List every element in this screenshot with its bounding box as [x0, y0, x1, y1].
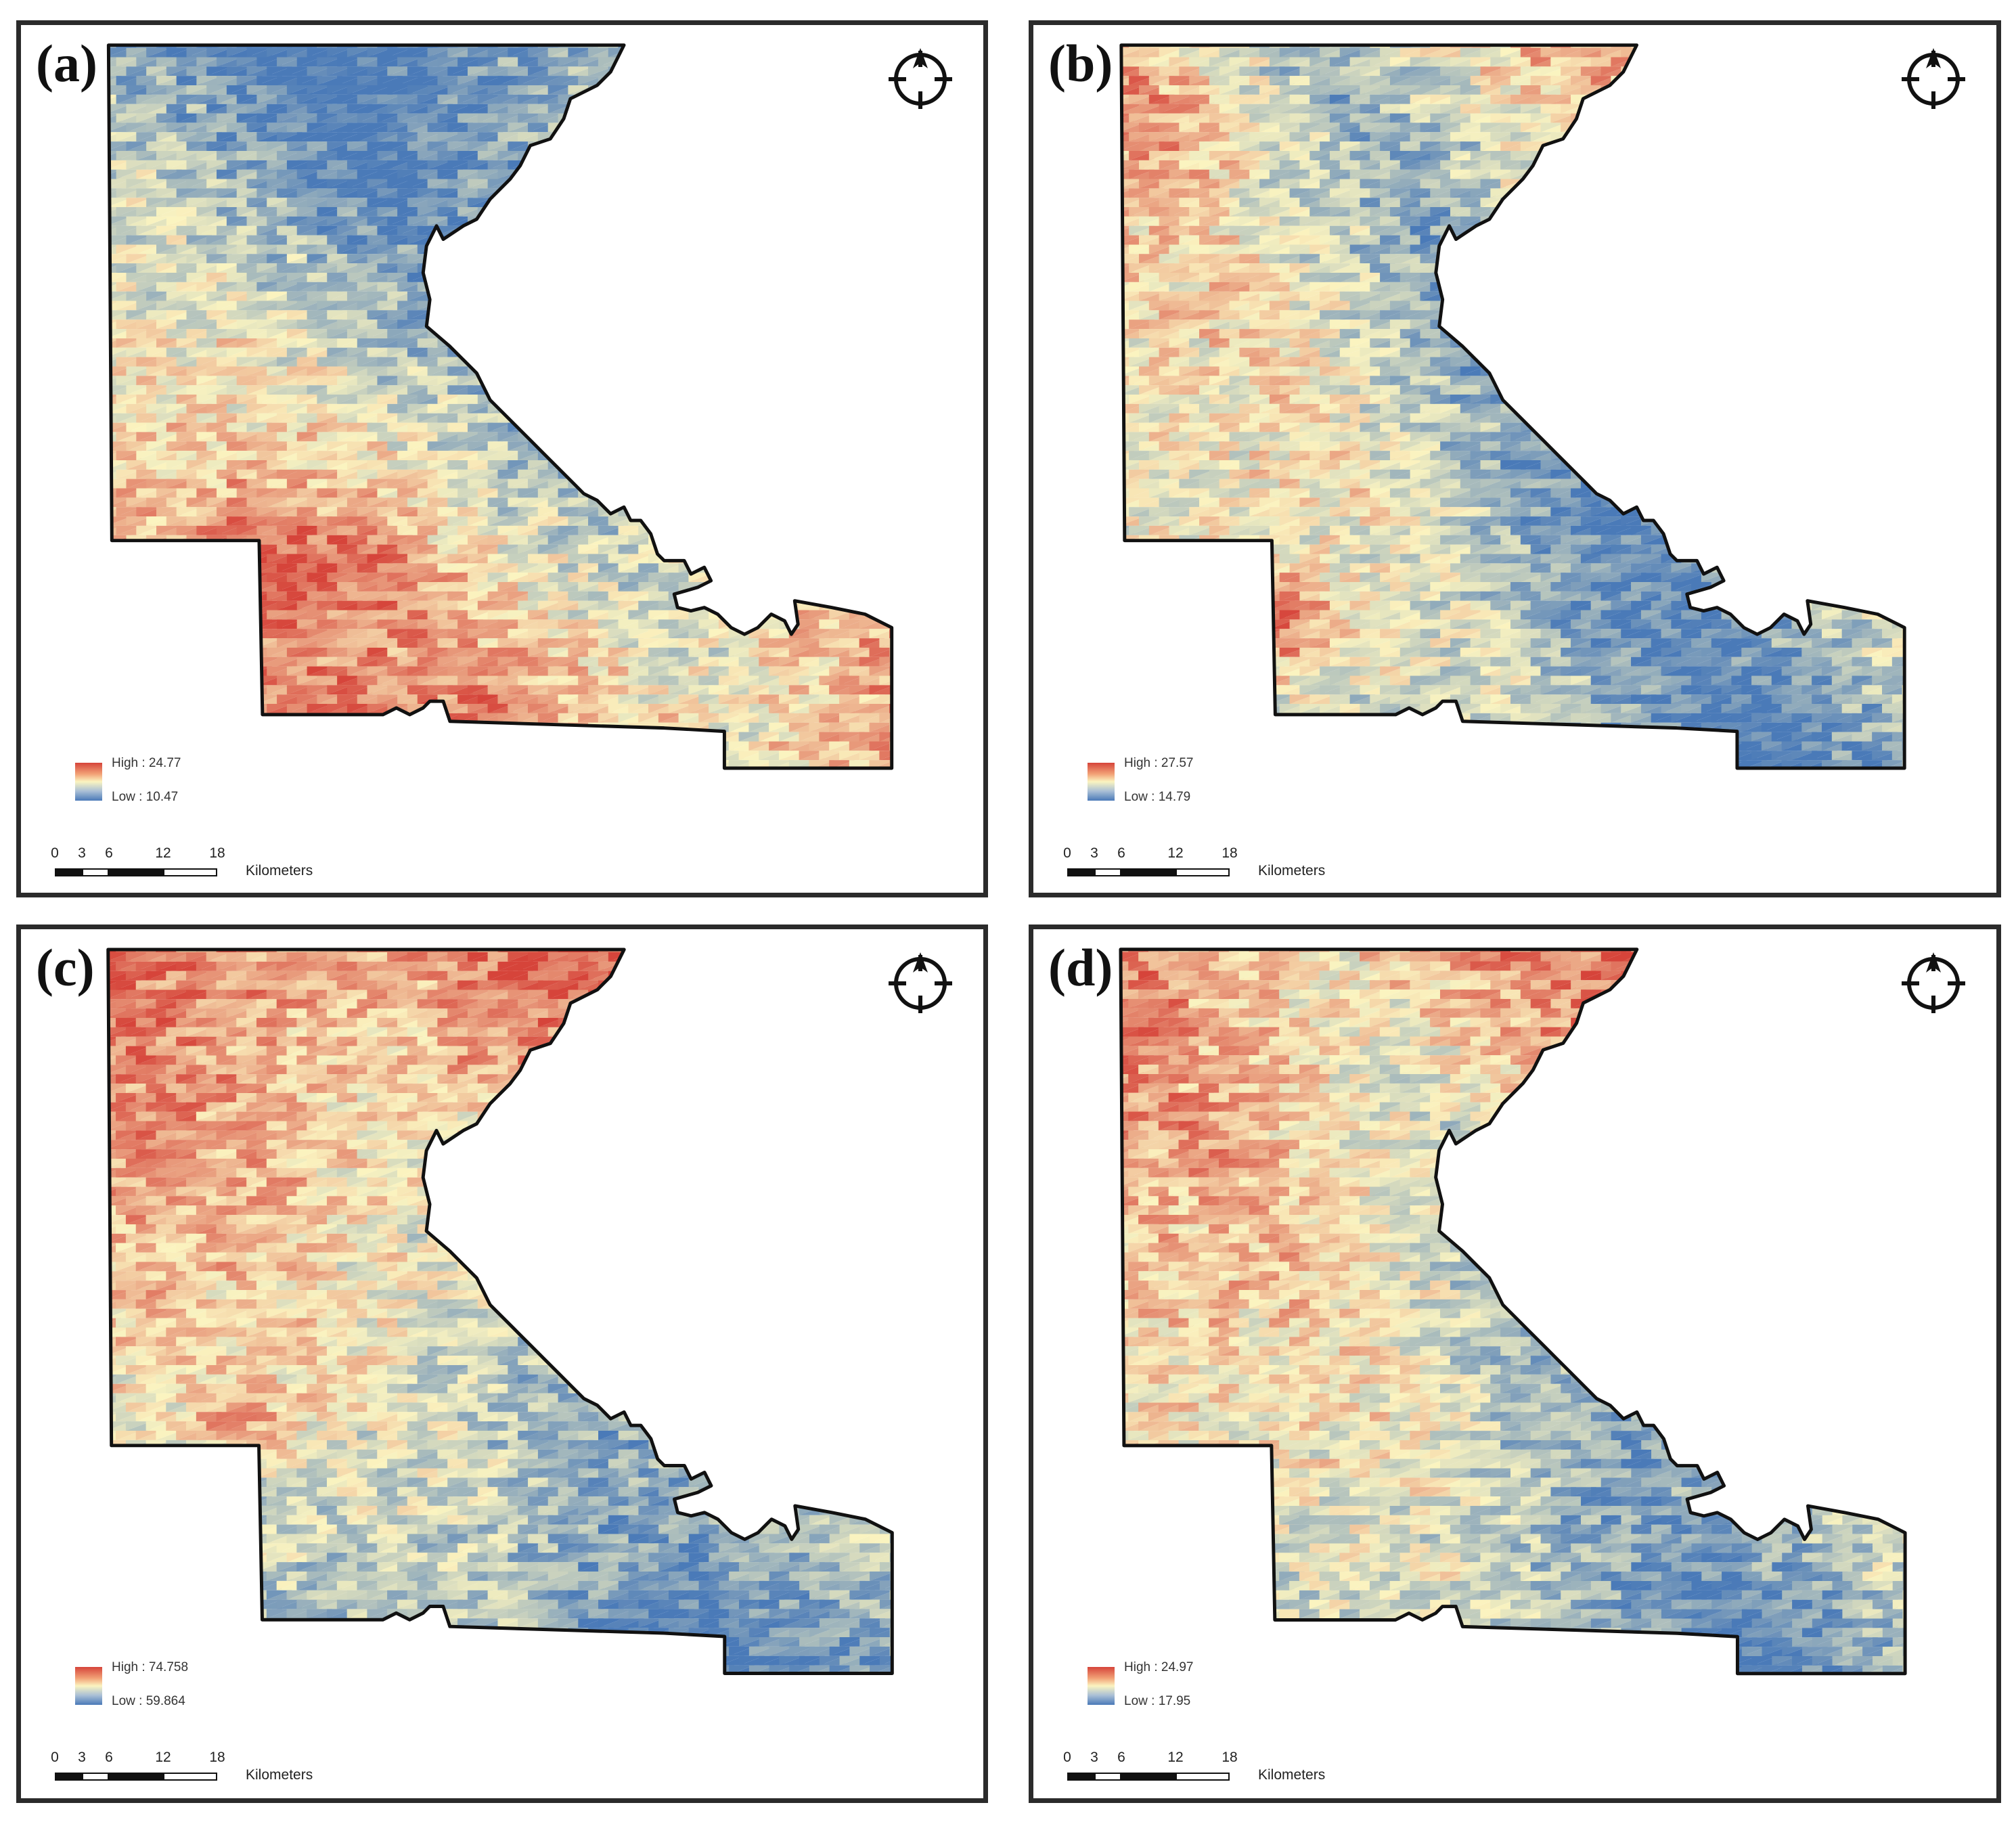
scale-tick-label: 12: [1167, 1750, 1183, 1766]
raster-map: [1119, 43, 1906, 770]
scale-bar: 0 3 6 12 18 Kilometers: [1063, 845, 1351, 886]
scale-segment: [1067, 868, 1094, 876]
scale-tick-label: 0: [1063, 1750, 1071, 1766]
north-arrow-compass-icon: [1896, 943, 1971, 1017]
legend-low-label: Low : 17.95: [1124, 1694, 1190, 1709]
legend: High : 24.97 Low : 17.95: [1088, 1660, 1263, 1714]
scale-segment: [1121, 1773, 1175, 1781]
panel-label: (c): [36, 941, 95, 994]
raster-cells: [108, 950, 893, 1674]
scale-tick-label: 18: [1222, 845, 1237, 862]
legend-color-ramp: [1088, 763, 1115, 801]
raster-cells: [1120, 949, 1906, 1674]
map-panel-2: (b) High : 27.57 Low : 14.79 0 3 6 12 18 Kilom…: [1029, 20, 2001, 897]
scale-segment: [1121, 868, 1175, 876]
scale-tick-label: 12: [1167, 845, 1183, 862]
legend-color-ramp: [75, 1667, 102, 1705]
scale-tick-label: 18: [1222, 1750, 1237, 1766]
scale-segment: [163, 1773, 217, 1781]
scale-unit: Kilometers: [246, 863, 313, 879]
scale-segment: [109, 868, 163, 876]
raster-cells: [1121, 45, 1905, 769]
scale-unit: Kilometers: [1258, 1767, 1325, 1783]
legend-low-label: Low : 14.79: [1124, 790, 1190, 805]
legend-low-label: Low : 59.864: [112, 1694, 185, 1709]
scale-segment: [1067, 1773, 1094, 1781]
scale-tick-label: 6: [1117, 845, 1125, 862]
raster-map: [106, 948, 894, 1675]
map-panel-1: (a) High : 24.77 Low : 10.47 0 3 6 12 18 Kilom…: [16, 20, 988, 897]
north-arrow-compass-icon: [1896, 39, 1971, 113]
scale-segment: [82, 868, 109, 876]
scale-unit: Kilometers: [1258, 863, 1325, 879]
legend-high-label: High : 27.57: [1124, 756, 1193, 771]
scale-tick-label: 6: [105, 1750, 113, 1766]
scale-tick-label: 12: [155, 845, 171, 862]
scale-bar: 0 3 6 12 18 Kilometers: [1063, 1750, 1351, 1790]
scale-segment: [163, 868, 217, 876]
scale-segment: [55, 1773, 82, 1781]
scale-unit: Kilometers: [246, 1767, 313, 1783]
study-area-boundary: [106, 948, 894, 1675]
legend: High : 24.77 Low : 10.47: [75, 756, 251, 810]
panel-label: (a): [36, 37, 97, 90]
raster-cells: [108, 45, 892, 769]
scale-segment: [1175, 1773, 1230, 1781]
scale-tick-label: 18: [209, 1750, 225, 1766]
scale-tick-label: 0: [51, 1750, 59, 1766]
raster-map: [1119, 948, 1907, 1676]
legend-high-label: High : 24.77: [112, 756, 181, 771]
panel-label: (d): [1048, 941, 1113, 994]
panel-label: (b): [1048, 37, 1113, 90]
legend: High : 74.758 Low : 59.864: [75, 1660, 251, 1714]
scale-segment: [1094, 868, 1121, 876]
raster-map: [106, 43, 894, 770]
scale-tick-label: 3: [1090, 1750, 1098, 1766]
study-area-boundary: [106, 43, 894, 770]
map-panel-3: (c) High : 74.758 Low : 59.864 0 3 6 12 18 Kil…: [16, 925, 988, 1803]
scale-segment: [55, 868, 82, 876]
scale-bar: 0 3 6 12 18 Kilometers: [51, 1750, 339, 1790]
legend: High : 27.57 Low : 14.79: [1088, 756, 1263, 810]
north-arrow-compass-icon: [883, 39, 958, 113]
scale-tick-label: 3: [78, 1750, 86, 1766]
scale-segment: [1175, 868, 1230, 876]
scale-tick-label: 6: [1117, 1750, 1125, 1766]
legend-color-ramp: [1088, 1667, 1115, 1705]
scale-tick-label: 12: [155, 1750, 171, 1766]
legend-color-ramp: [75, 763, 102, 801]
legend-high-label: High : 24.97: [1124, 1660, 1193, 1675]
scale-segment: [109, 1773, 163, 1781]
north-arrow-compass-icon: [883, 943, 958, 1017]
scale-tick-label: 6: [105, 845, 113, 862]
scale-segment: [1094, 1773, 1121, 1781]
scale-tick-label: 0: [51, 845, 59, 862]
legend-high-label: High : 74.758: [112, 1660, 188, 1675]
scale-segment: [82, 1773, 109, 1781]
scale-bar: 0 3 6 12 18 Kilometers: [51, 845, 339, 886]
map-panel-4: (d) High : 24.97 Low : 17.95 0 3 6 12 18 Kilom…: [1029, 925, 2001, 1803]
legend-low-label: Low : 10.47: [112, 790, 178, 805]
scale-tick-label: 3: [1090, 845, 1098, 862]
scale-tick-label: 18: [209, 845, 225, 862]
scale-tick-label: 0: [1063, 845, 1071, 862]
scale-tick-label: 3: [78, 845, 86, 862]
study-area-boundary: [1119, 948, 1907, 1676]
study-area-boundary: [1119, 43, 1906, 770]
